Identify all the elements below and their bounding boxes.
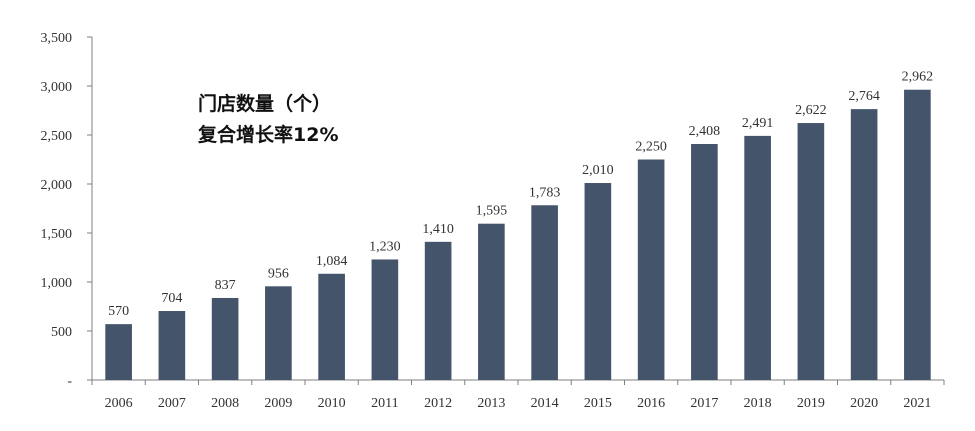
bar xyxy=(265,286,292,380)
x-tick-label: 2019 xyxy=(797,396,825,411)
bar-data-label: 2,250 xyxy=(635,140,667,155)
bar xyxy=(105,324,132,380)
x-tick-label: 2007 xyxy=(158,396,186,411)
x-axis: 2006 2007 2008 2009 2010 2011 2012 2013 2014 2015… xyxy=(91,379,945,411)
bar xyxy=(584,183,612,380)
bar-data-label: 1,783 xyxy=(529,185,561,200)
bar xyxy=(318,273,345,380)
bar xyxy=(904,89,931,380)
y-tick-label: 500 xyxy=(51,325,72,340)
y-tick-label: 1,000 xyxy=(41,276,73,291)
bar xyxy=(478,223,505,380)
bar xyxy=(744,135,771,380)
x-tick-label: 2015 xyxy=(584,396,612,411)
bar-data-label: 2,622 xyxy=(795,103,827,118)
bar-data-label: 2,491 xyxy=(742,116,774,131)
bar-data-label: 2,764 xyxy=(848,89,880,104)
x-tick-label: 2011 xyxy=(371,396,398,411)
x-tick-label: 2020 xyxy=(850,396,878,411)
bar-data-label: 1,595 xyxy=(476,204,508,219)
bar-data-label: 956 xyxy=(268,266,289,281)
bar xyxy=(850,109,878,381)
annotation-cagr: 复合增长率12% xyxy=(197,123,338,146)
y-tick-label: 3,000 xyxy=(41,80,73,95)
x-tick-label: 2021 xyxy=(903,396,931,411)
bar-data-label: 1,230 xyxy=(369,239,401,254)
x-tick-label: 2010 xyxy=(318,396,346,411)
data-labels: 570 704 837 956 1,084 1,230 1,410 1,595 1,783 2,0… xyxy=(108,70,933,319)
y-tick-label: 1,500 xyxy=(41,227,73,242)
bar xyxy=(158,311,186,380)
bar-data-label: 2,408 xyxy=(689,124,721,139)
bar xyxy=(691,144,718,380)
y-tick-label: 2,000 xyxy=(41,178,73,193)
bar xyxy=(531,205,558,380)
annotation-store-count: 门店数量（个） xyxy=(198,92,331,115)
x-tick-label: 2017 xyxy=(690,396,718,411)
bar-data-label: 837 xyxy=(215,278,236,293)
y-tick-label: 2,500 xyxy=(41,129,73,144)
bar-data-label: 1,410 xyxy=(422,222,454,237)
bar-data-label: 2,010 xyxy=(582,163,614,178)
bar xyxy=(424,241,452,380)
bar xyxy=(371,259,399,380)
bar xyxy=(637,159,665,380)
bar-data-label: 2,962 xyxy=(902,70,934,85)
bar-data-label: 570 xyxy=(108,304,129,319)
x-tick-label: 2013 xyxy=(477,396,505,411)
y-axis: - 500 1,000 1,500 2,000 2,500 3,000 3,500 xyxy=(41,31,93,389)
bars xyxy=(105,89,931,381)
y-tick-label: 3,500 xyxy=(41,31,73,46)
bar xyxy=(211,297,239,380)
x-tick-label: 2006 xyxy=(105,396,133,411)
bar-data-label: 1,084 xyxy=(316,254,348,269)
bar xyxy=(797,123,825,380)
x-tick-label: 2009 xyxy=(264,396,292,411)
x-tick-label: 2016 xyxy=(637,396,665,411)
x-tick-label: 2018 xyxy=(744,396,772,411)
bar-data-label: 704 xyxy=(161,291,182,306)
x-tick-label: 2014 xyxy=(531,396,559,411)
y-tick-label: - xyxy=(67,374,72,389)
x-tick-label: 2008 xyxy=(211,396,239,411)
x-tick-label: 2012 xyxy=(424,396,452,411)
